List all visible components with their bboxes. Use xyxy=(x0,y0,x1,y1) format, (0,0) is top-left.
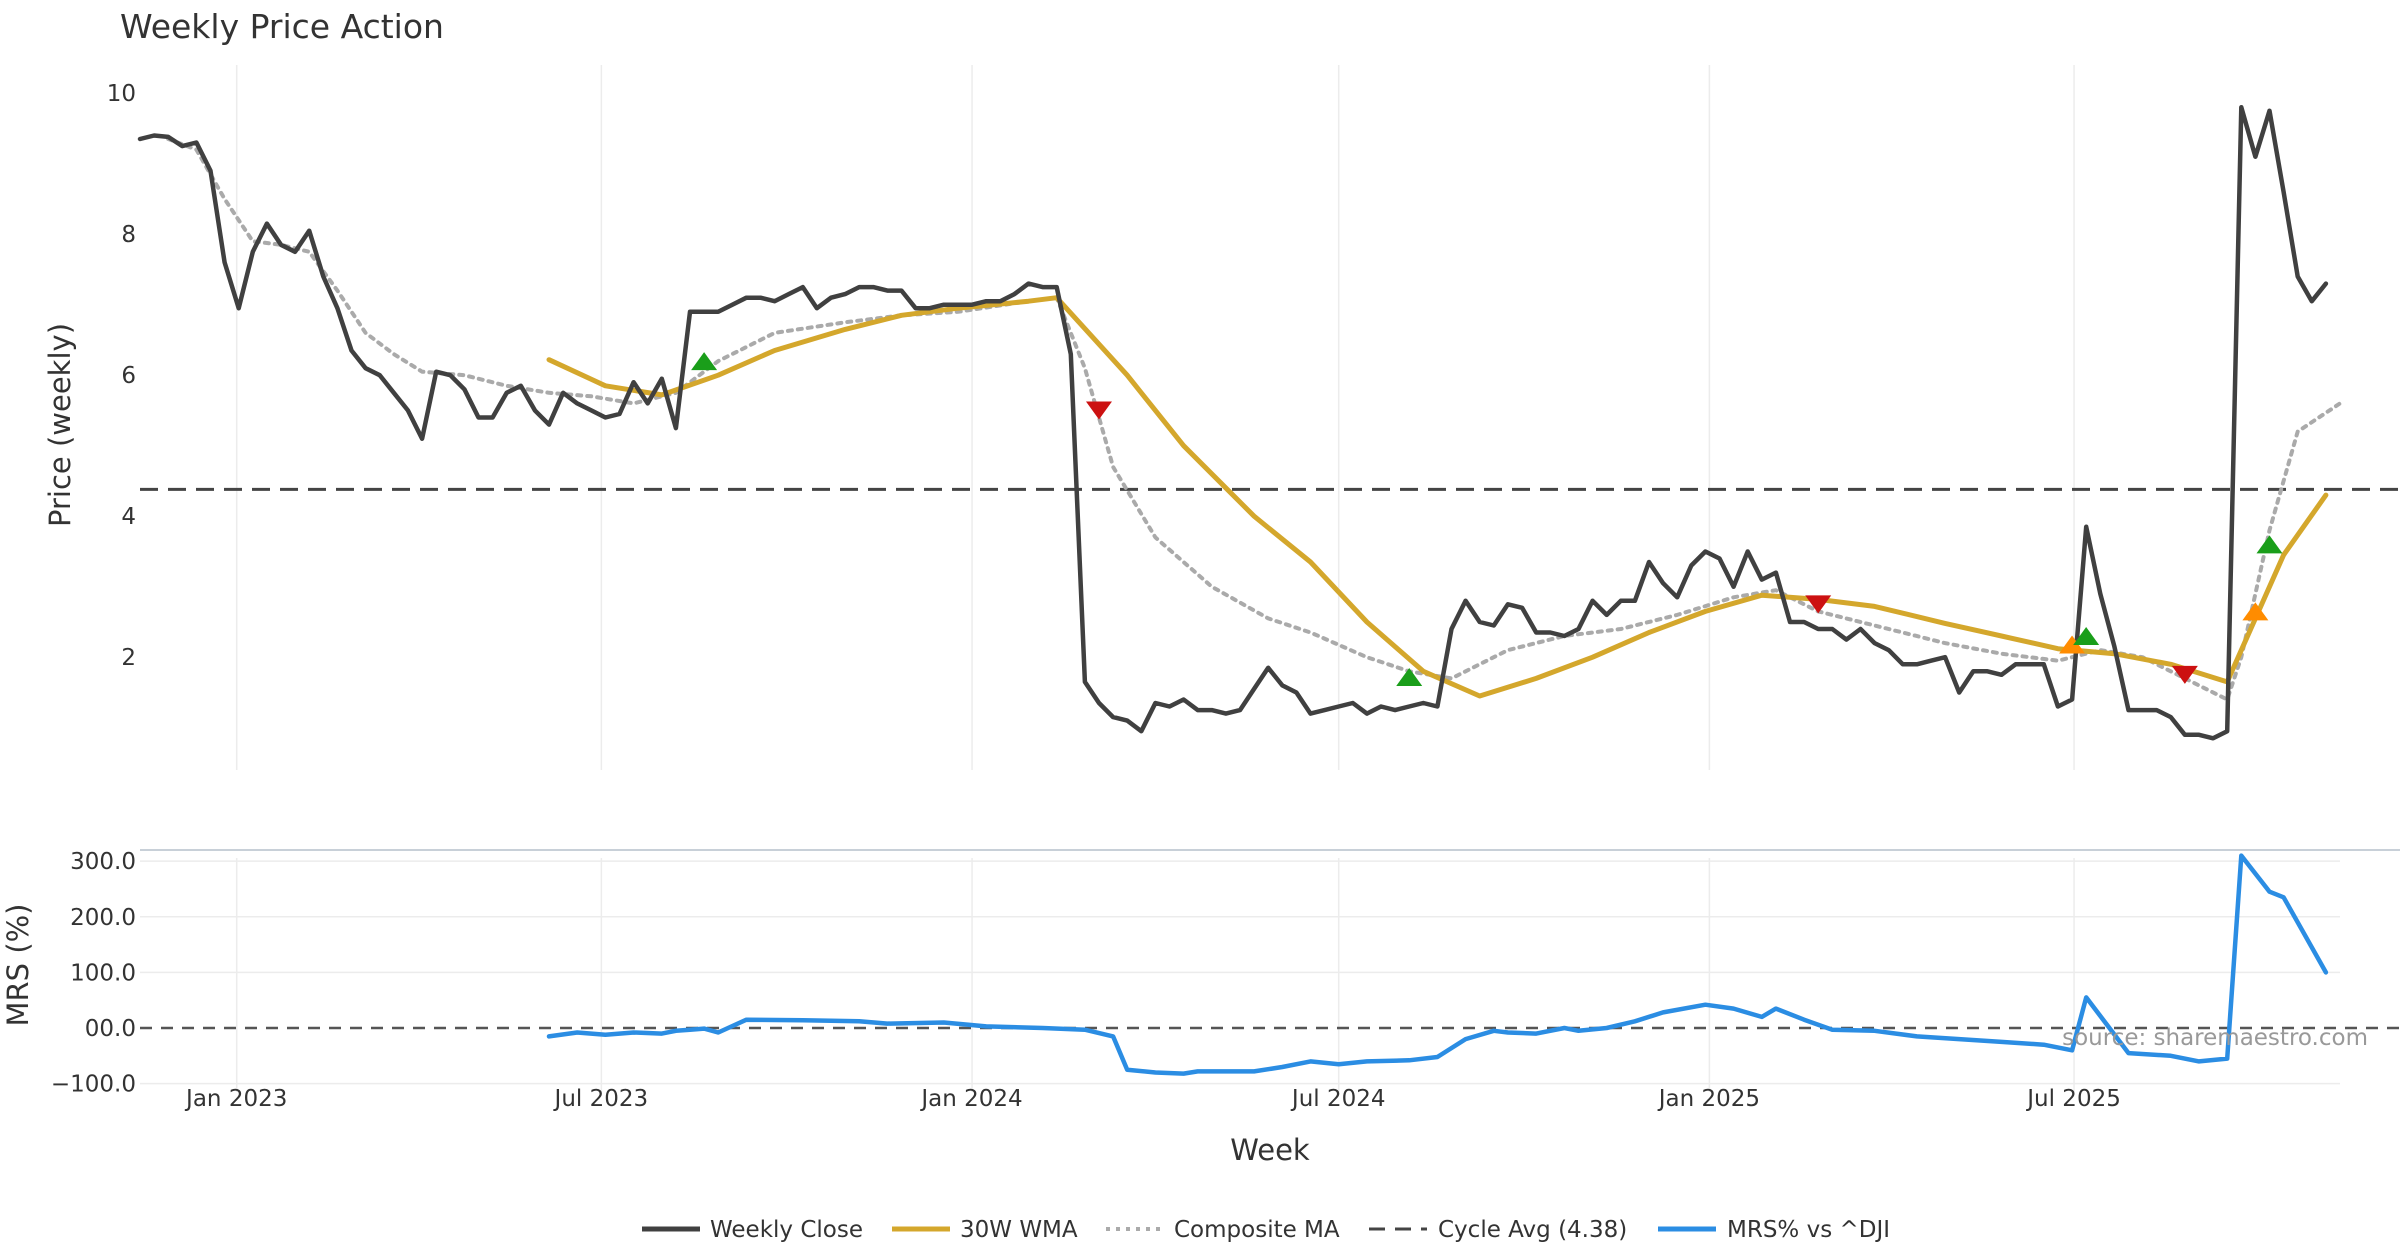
signal-marker-sell xyxy=(2171,665,2198,684)
signal-markers xyxy=(691,352,2283,686)
price-y-ticks: 2 4 6 8 10 xyxy=(107,81,136,671)
mrs-y-tick-label: 300.0 xyxy=(70,849,136,875)
price-y-tick-label: 8 xyxy=(121,222,136,248)
mrs-series xyxy=(546,853,2329,1076)
signal-marker-sell xyxy=(1085,401,1112,420)
price-y-tick-label: 2 xyxy=(121,645,136,671)
price-y-axis-label: Price (weekly) xyxy=(43,323,77,527)
x-tick-label: Jan 2024 xyxy=(919,1086,1022,1112)
x-tick-label: Jul 2023 xyxy=(553,1086,649,1112)
source-annotation: source: sharemaestro.com xyxy=(2062,1025,2368,1051)
chart-title: Weekly Price Action xyxy=(120,7,444,46)
signal-marker-buy xyxy=(2256,535,2283,554)
mrs-y-ticks: −100.0 00.0 100.0 200.0 300.0 xyxy=(51,849,136,1098)
signal-marker-buy xyxy=(1396,667,1423,686)
signal-marker-warn xyxy=(2242,602,2269,621)
mrs-panel: −100.0 00.0 100.0 200.0 300.0 MRS (%) source… xyxy=(1,849,2400,1098)
mrs-y-tick-label: 200.0 xyxy=(70,905,136,931)
legend-label-composite-ma: Composite MA xyxy=(1174,1217,1340,1243)
signal-marker-sell xyxy=(1805,595,1832,614)
series-line-weekly-close xyxy=(137,105,2329,741)
mrs-y-tick-label: 100.0 xyxy=(70,960,136,986)
price-series xyxy=(137,105,2342,741)
series-line-composite-ma xyxy=(166,137,2342,702)
legend-label-weekly-close: Weekly Close xyxy=(710,1217,863,1243)
x-axis-label: Week xyxy=(1230,1133,1310,1167)
mrs-gridlines xyxy=(140,858,2340,1092)
legend: Weekly Close 30W WMA Composite MA Cycle … xyxy=(642,1217,1890,1243)
x-tick-label: Jan 2025 xyxy=(1657,1086,1760,1112)
legend-label-mrs: MRS% vs ^DJI xyxy=(1727,1217,1890,1243)
mrs-y-tick-label: 00.0 xyxy=(85,1016,136,1042)
mrs-y-tick-label: −100.0 xyxy=(51,1072,136,1098)
legend-label-cycle-avg: Cycle Avg (4.38) xyxy=(1438,1217,1627,1243)
legend-label-30w-wma: 30W WMA xyxy=(960,1217,1078,1243)
x-tick-label: Jul 2024 xyxy=(1290,1086,1386,1112)
series-line-30w-wma xyxy=(546,295,2329,699)
price-gridlines xyxy=(235,65,2075,770)
x-tick-label: Jul 2025 xyxy=(2025,1086,2121,1112)
x-axis-ticks: Jan 2023 Jul 2023 Jan 2024 Jul 2024 Jan 2025… xyxy=(184,1086,2121,1112)
price-panel: 2 4 6 8 10 Price (weekly) xyxy=(43,65,2400,770)
price-y-tick-label: 10 xyxy=(107,81,136,107)
x-tick-label: Jan 2023 xyxy=(184,1086,287,1112)
price-y-tick-label: 6 xyxy=(121,363,136,389)
signal-marker-warn xyxy=(2059,635,2086,654)
price-y-tick-label: 4 xyxy=(121,504,136,530)
series-line-mrs-vs-dji xyxy=(546,853,2329,1076)
signal-marker-buy xyxy=(2073,627,2100,646)
mrs-y-axis-label: MRS (%) xyxy=(1,904,35,1027)
signal-marker-buy xyxy=(691,352,718,371)
